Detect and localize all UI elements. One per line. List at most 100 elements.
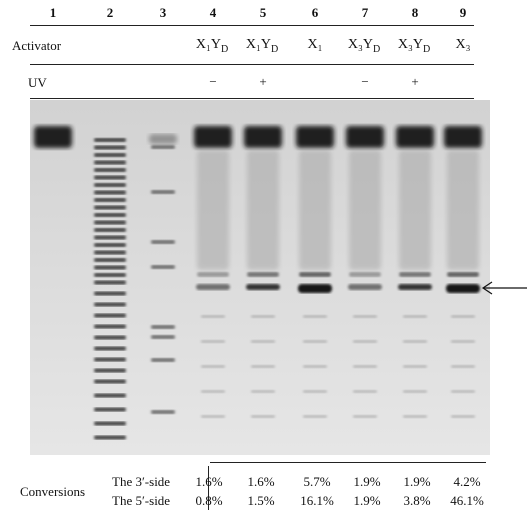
three-prime-lane-7: 1.9% [353, 474, 381, 489]
faint-band [403, 315, 427, 318]
ladder-band [94, 379, 126, 384]
product-band [298, 284, 332, 293]
lane-smear [197, 150, 229, 270]
product-band [348, 284, 382, 290]
faint-band [201, 315, 225, 318]
ladder-band [94, 243, 126, 247]
activator-lane-7: X₃YD [347, 37, 381, 55]
faint-band [251, 340, 275, 343]
lane-number-3: 3 [159, 5, 167, 20]
ladder-band [94, 421, 126, 426]
product-band [246, 284, 280, 290]
faint-band [303, 390, 327, 393]
five-prime-lane-4: 0.8% [195, 493, 223, 508]
faint-band [403, 340, 427, 343]
marker-band [151, 335, 175, 339]
activator-lane-6: X₁ [307, 37, 323, 52]
ladder-band [94, 160, 126, 165]
faint-band [451, 390, 475, 393]
ladder-band [94, 368, 126, 373]
ladder-band [94, 145, 126, 150]
ladder-band [94, 198, 126, 202]
lane-number-1: 1 [49, 5, 57, 20]
lane-number-2: 2 [106, 5, 114, 20]
lane-smear [299, 150, 331, 270]
faint-band [403, 365, 427, 368]
ladder-band [94, 213, 126, 217]
lane-smear [447, 150, 479, 270]
faint-band [251, 390, 275, 393]
conversions-rule [210, 462, 486, 463]
marker-band [151, 190, 175, 194]
five-prime-label: The 5′-side [112, 493, 171, 508]
ladder-band [94, 258, 126, 262]
header-rule-bottom [30, 98, 474, 99]
lane-number-9: 9 [459, 5, 467, 20]
three-prime-lane-4: 1.6% [195, 474, 223, 489]
lane-number-8: 8 [411, 5, 419, 20]
product-band [196, 284, 230, 290]
lane-smear [247, 150, 279, 270]
three-prime-lane-8: 1.9% [403, 474, 431, 489]
five-prime-lane-8: 3.8% [403, 493, 431, 508]
ladder-band [94, 175, 126, 180]
ladder-band [94, 250, 126, 255]
uv-row-label: UV [28, 75, 47, 90]
top-band [244, 126, 282, 148]
faint-band [353, 390, 377, 393]
marker-band [151, 145, 175, 149]
ladder-band [94, 313, 126, 318]
ladder-band [94, 291, 126, 296]
ladder-band [94, 153, 126, 157]
product-band-upper [247, 272, 279, 277]
five-prime-lane-9: 46.1% [450, 493, 484, 508]
uv-mark-lane-7: − [361, 74, 369, 89]
uv-mark-lane-8: + [411, 74, 419, 89]
top-band [396, 126, 434, 148]
ladder-band [94, 265, 126, 270]
product-band-upper [299, 272, 331, 277]
ladder-band [94, 190, 126, 195]
faint-band [403, 390, 427, 393]
top-band [149, 134, 177, 144]
ladder-band [94, 280, 126, 285]
marker-band [151, 358, 175, 362]
faint-band [353, 415, 377, 418]
ladder-band [94, 346, 126, 351]
product-band [446, 284, 480, 293]
faint-band [451, 415, 475, 418]
faint-band [353, 340, 377, 343]
ladder-band [94, 205, 126, 210]
top-band [444, 126, 482, 148]
ladder-band [94, 168, 126, 172]
faint-band [251, 415, 275, 418]
five-prime-lane-5: 1.5% [247, 493, 275, 508]
marker-band [151, 265, 175, 269]
ladder-band [94, 302, 126, 307]
faint-band [451, 340, 475, 343]
lane-number-4: 4 [209, 5, 217, 20]
ladder-band [94, 228, 126, 232]
product-band-upper [349, 272, 381, 277]
three-prime-label: The 3′-side [112, 474, 171, 489]
ladder-band [94, 393, 126, 398]
top-band [34, 126, 72, 148]
marker-band [151, 325, 175, 329]
uv-mark-lane-4: − [209, 74, 217, 89]
activator-row-label: Activator [12, 38, 62, 53]
faint-band [201, 415, 225, 418]
top-band [296, 126, 334, 148]
faint-band [201, 365, 225, 368]
header-rule-mid [30, 64, 474, 65]
ladder-band [94, 273, 126, 277]
activator-lane-4: X₁YD [195, 37, 229, 55]
faint-band [251, 315, 275, 318]
faint-band [353, 315, 377, 318]
product-band [398, 284, 432, 290]
lane-number-5: 5 [259, 5, 267, 20]
marker-band [151, 240, 175, 244]
faint-band [451, 365, 475, 368]
conversions-vertical-rule [208, 466, 209, 510]
ladder-band [94, 407, 126, 412]
faint-band [251, 365, 275, 368]
